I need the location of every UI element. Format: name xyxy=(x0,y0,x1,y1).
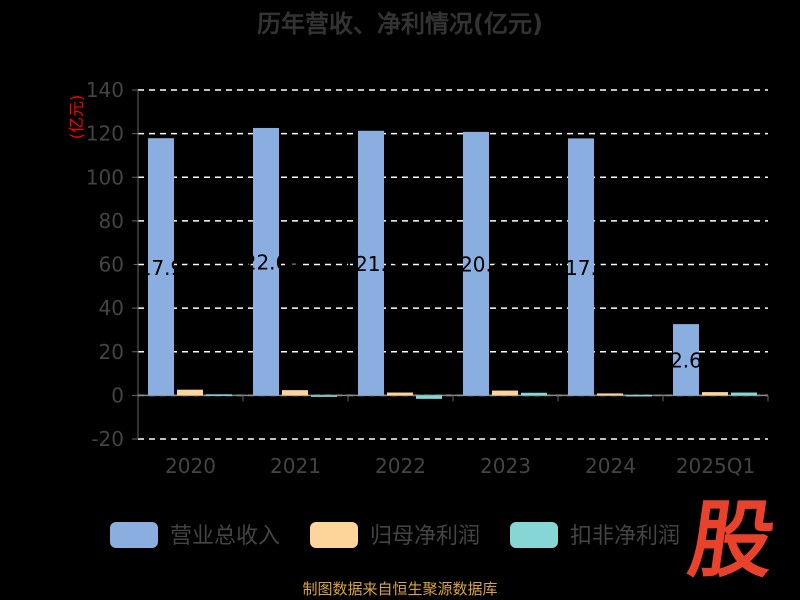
bar-归母净利润 xyxy=(387,392,413,396)
legend-swatch xyxy=(110,522,158,548)
bar-归母净利润 xyxy=(597,393,623,396)
bar-营业总收入 xyxy=(358,130,384,396)
y-tick-label: 140 xyxy=(86,78,124,102)
bar-扣非净利润 xyxy=(731,392,757,396)
y-tick-label: 40 xyxy=(99,296,124,320)
y-tick-label: -20 xyxy=(91,427,124,451)
y-tick-label: 60 xyxy=(99,253,124,277)
bar-扣非净利润 xyxy=(416,395,442,399)
bar-扣非净利润 xyxy=(521,392,547,396)
bar-营业总收入 xyxy=(253,127,279,396)
bar-归母净利润 xyxy=(492,390,518,396)
data-labels: 117.94 122.64 121.3 120.8 117.8 32.67 xyxy=(126,251,715,373)
x-tick-label: 2025Q1 xyxy=(676,454,755,478)
y-tick-label: 20 xyxy=(99,340,124,364)
data-label: 122.64 xyxy=(231,251,301,275)
legend-item[interactable]: 扣非净利润 xyxy=(510,522,680,549)
grid-layer xyxy=(132,89,769,440)
x-tick-label: 2020 xyxy=(165,454,216,478)
bar-归母净利润 xyxy=(702,392,728,396)
chart-title: 历年营收、净利情况(亿元) xyxy=(257,10,543,38)
legend-label: 归母净利润 xyxy=(370,524,480,549)
y-tick-label: 0 xyxy=(111,383,124,407)
legend-label: 扣非净利润 xyxy=(570,524,680,549)
bar-归母净利润 xyxy=(177,389,203,396)
data-label: 120.8 xyxy=(447,253,504,277)
bar-营业总收入 xyxy=(463,131,489,396)
x-ticks: 2020 2021 2022 2023 2024 2025Q1 xyxy=(165,454,755,478)
y-tick-label: 120 xyxy=(86,122,124,146)
bar-营业总收入 xyxy=(148,138,174,396)
data-label: 117.8 xyxy=(552,256,609,280)
legend-item[interactable]: 归母净利润 xyxy=(310,522,480,549)
bar-扣非净利润 xyxy=(626,394,652,397)
data-label: 32.67 xyxy=(657,349,714,373)
source-note: 制图数据来自恒生聚源数据库 xyxy=(302,580,498,598)
x-tick-label: 2024 xyxy=(585,454,636,478)
y-tick-label: 80 xyxy=(99,209,124,233)
bars-layer xyxy=(148,127,757,399)
bar-扣非净利润 xyxy=(311,395,337,397)
bar-扣非净利润 xyxy=(206,394,232,396)
y-axis-label: (亿元) xyxy=(67,95,86,140)
legend-swatch xyxy=(510,522,558,548)
y-tick-label: 100 xyxy=(86,165,124,189)
watermark-logo: 股 xyxy=(683,491,781,589)
x-tick-label: 2022 xyxy=(375,454,426,478)
y-ticks: 140 120 100 80 60 40 20 0 -20 xyxy=(86,78,124,451)
legend-label: 营业总收入 xyxy=(170,524,280,549)
legend-item[interactable]: 营业总收入 xyxy=(110,522,280,549)
x-tick-label: 2021 xyxy=(270,454,321,478)
bar-营业总收入 xyxy=(673,324,699,396)
bar-归母净利润 xyxy=(282,390,308,396)
bar-营业总收入 xyxy=(568,138,594,396)
legend-swatch xyxy=(310,522,358,548)
data-label: 117.94 xyxy=(126,256,196,280)
data-label: 121.3 xyxy=(342,252,399,276)
legend[interactable]: 营业总收入 归母净利润 扣非净利润 xyxy=(110,522,680,549)
x-tick-label: 2023 xyxy=(480,454,531,478)
